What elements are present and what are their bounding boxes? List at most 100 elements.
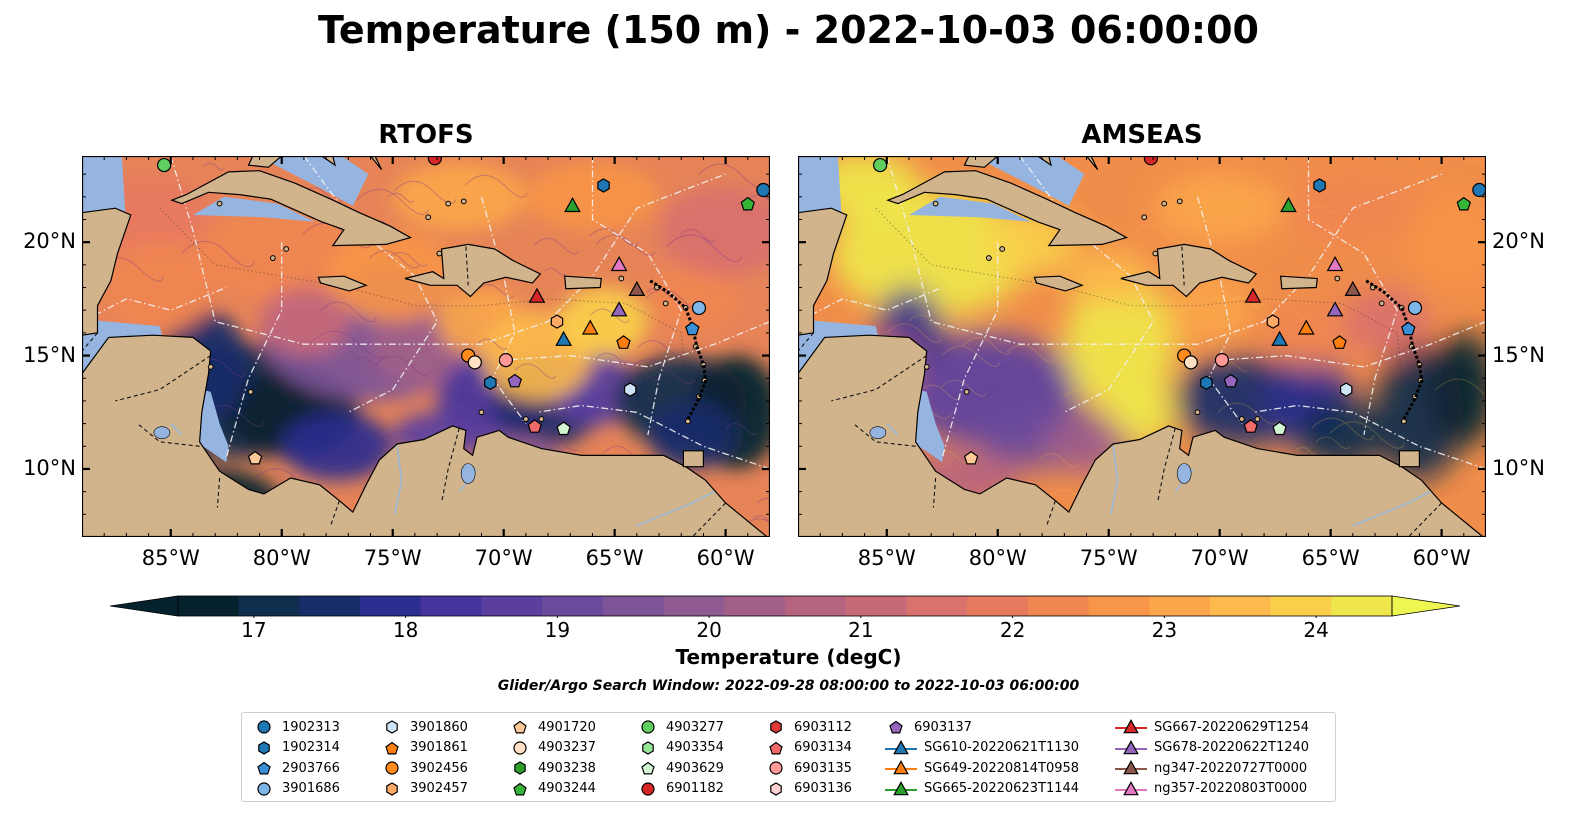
lat-tick-label-right: 15°N xyxy=(1492,342,1545,367)
colorbar-tick-label: 17 xyxy=(241,618,267,642)
legend-marker-icon xyxy=(885,739,917,755)
obs-marker-3901860 xyxy=(1339,382,1353,397)
legend-label: 6903136 xyxy=(794,781,852,797)
colorbar-tick-label: 20 xyxy=(696,618,722,642)
obs-marker-1902314 xyxy=(484,375,497,390)
obs-marker-SG649-20220814T0958 xyxy=(1297,319,1315,335)
legend-item: 6901182 xyxy=(636,779,724,800)
legend-item: 3901860 xyxy=(380,717,468,738)
legend-label: 3901686 xyxy=(282,781,340,797)
legend-marker-icon xyxy=(257,762,271,775)
obs-marker-ng347-20220727T0000 xyxy=(628,280,646,296)
legend-marker-icon xyxy=(1115,719,1147,734)
legend-label: 3902457 xyxy=(410,781,468,797)
land-jamaica xyxy=(1033,275,1084,292)
legend-marker-icon xyxy=(770,720,782,734)
colorbar-segment xyxy=(1149,596,1211,616)
lon-tick-label: 70°W xyxy=(474,546,533,570)
search-window-text: Glider/Argo Search Window: 2022-09-28 08… xyxy=(497,678,1080,694)
obs-marker-1902313 xyxy=(1472,182,1486,198)
legend-label: SG665-20220623T1144 xyxy=(924,781,1080,797)
legend-marker-icon xyxy=(885,760,917,775)
legend-column: 4903277 4903354 4903629 6901182 xyxy=(636,717,724,799)
obs-marker-2903766 xyxy=(1401,321,1416,336)
obs-marker-3901861 xyxy=(1332,335,1347,349)
colorbar-segment xyxy=(1270,596,1332,616)
legend-marker-icon xyxy=(769,761,783,775)
obs-marker-6903137 xyxy=(1223,373,1239,388)
lat-tick-label-right: 20°N xyxy=(1492,229,1545,254)
legend-item: 4903237 xyxy=(508,738,596,759)
land-bahamas1 xyxy=(1036,156,1052,167)
legend-label: SG610-20220621T1130 xyxy=(924,740,1080,756)
colorbar-segment xyxy=(360,596,422,616)
obs-marker-1902314 xyxy=(597,178,610,193)
legend-marker-icon xyxy=(385,761,399,775)
legend-item: 3902457 xyxy=(380,779,468,800)
legend-marker-icon xyxy=(513,721,527,734)
legend-column: 3901860 3901861 3902456 3902457 xyxy=(380,717,468,799)
legend-item: 3902456 xyxy=(380,758,468,779)
obs-marker-SG678-20220622T1240 xyxy=(610,301,628,317)
legend-marker-icon xyxy=(386,720,398,734)
land-trinidad xyxy=(682,450,704,468)
legend-label: 4903244 xyxy=(538,781,596,797)
land-puertoRico xyxy=(1280,275,1318,290)
legend-label: SG649-20220814T0958 xyxy=(924,760,1080,776)
legend-label: 6903135 xyxy=(794,760,852,776)
lat-tick-label-right: 10°N xyxy=(1492,455,1545,480)
legend-label: 3902456 xyxy=(410,760,468,776)
map-panel-amseas xyxy=(798,156,1486,537)
legend-marker-icon xyxy=(769,741,783,755)
colorbar-tick-label: 22 xyxy=(999,618,1026,642)
land-yucatan xyxy=(82,207,132,336)
legend-marker-icon xyxy=(513,782,527,796)
obs-marker-ng357-20220803T0000 xyxy=(1326,255,1344,272)
obs-marker-SG665-20220623T1144 xyxy=(564,196,581,213)
obs-marker-4903244 xyxy=(1456,196,1472,211)
legend-label: 4903629 xyxy=(666,760,724,776)
colorbar-segment xyxy=(1088,596,1150,616)
lon-tick-label: 60°W xyxy=(1412,546,1471,570)
obs-marker-3902457 xyxy=(1266,314,1280,329)
colorbar-over-extend xyxy=(1391,595,1460,617)
colorbar-segment xyxy=(602,596,665,616)
lon-tick-label: 65°W xyxy=(1301,546,1360,570)
legend-marker-icon xyxy=(514,761,526,775)
obs-marker-3902457 xyxy=(550,314,564,329)
legend-item: 3901686 xyxy=(252,779,340,800)
obs-marker-SG665-20220623T1144 xyxy=(1280,196,1297,213)
legend-label: 1902313 xyxy=(282,719,340,735)
legend-label: 4903277 xyxy=(666,719,724,735)
land-florida xyxy=(247,156,283,168)
land-bahamas2 xyxy=(1085,156,1099,170)
legend-marker-icon xyxy=(513,741,527,755)
legend-item: SG667-20220629T1254 xyxy=(1114,717,1309,738)
legend-marker-icon xyxy=(889,721,903,734)
legend-label: ng347-20220727T0000 xyxy=(1154,760,1308,776)
obs-marker-4903629 xyxy=(556,421,571,436)
colorbar-segment xyxy=(906,596,968,616)
obs-marker-3901861 xyxy=(616,335,631,349)
legend-marker-icon xyxy=(1115,760,1147,775)
legend-label: 6903134 xyxy=(794,740,852,756)
obs-marker-3901686 xyxy=(691,300,707,316)
land-jamaica xyxy=(317,275,368,292)
legend-marker-icon xyxy=(1115,780,1147,796)
legend-column: 1902313 1902314 2903766 3901686 xyxy=(252,717,340,799)
legend-marker-icon xyxy=(641,720,655,734)
legend-item: SG610-20220621T1130 xyxy=(884,738,1079,759)
colorbar-tick-label: 24 xyxy=(1303,618,1329,642)
legend-item: ng347-20220727T0000 xyxy=(1114,758,1309,779)
obs-marker-SG610-20220621T1130 xyxy=(1271,330,1289,346)
lon-tick-label: 65°W xyxy=(585,546,644,570)
lon-tick-label: 75°W xyxy=(363,546,422,570)
obs-marker-6903134 xyxy=(527,419,542,433)
colorbar-segment xyxy=(178,596,240,616)
legend-column: 4901720 4903237 4903238 4903244 xyxy=(508,717,596,799)
legend-label: 6903137 xyxy=(914,719,972,735)
legend-marker-icon xyxy=(257,720,271,734)
legend-item: 6903136 xyxy=(764,779,852,800)
land-hispaniola xyxy=(1120,243,1258,298)
obs-marker-4903237 xyxy=(467,355,482,370)
